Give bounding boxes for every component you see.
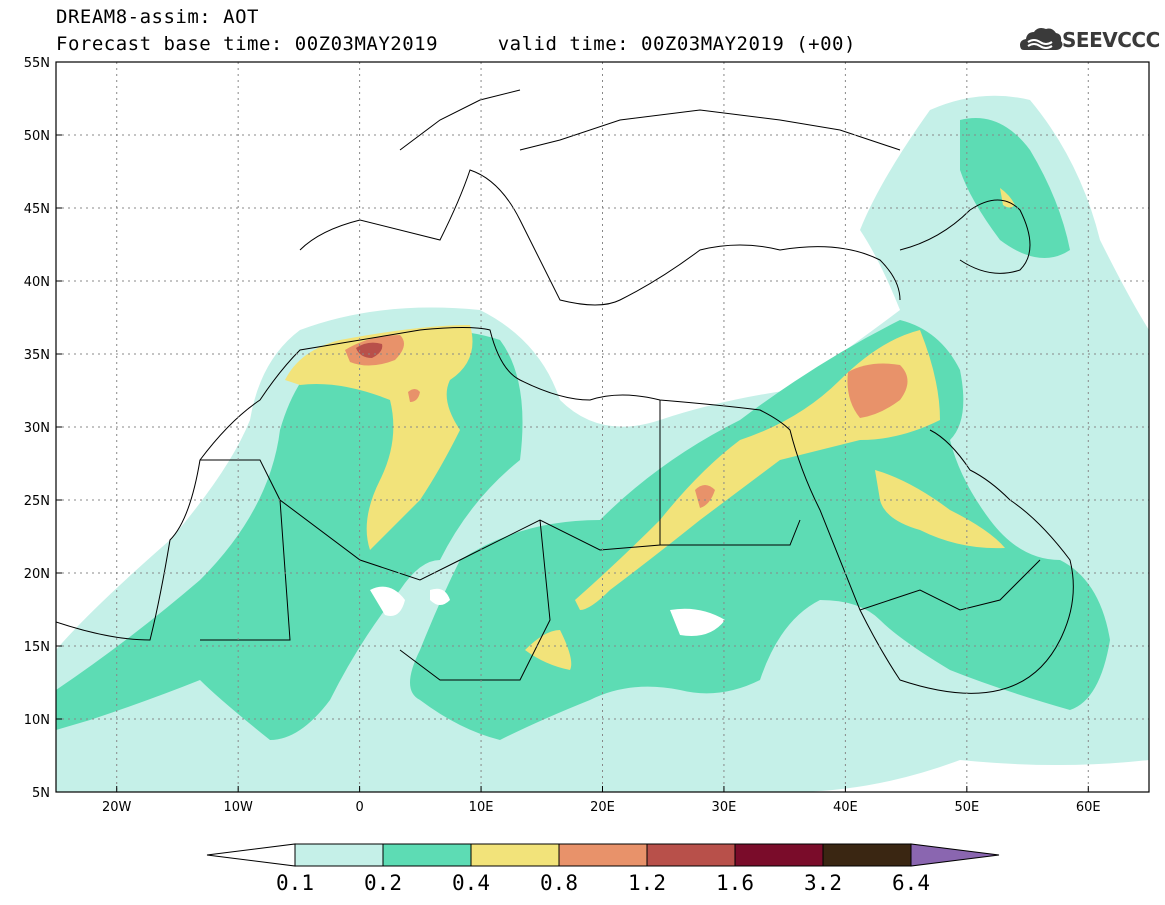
lat-tick-label: 40N [24, 275, 50, 290]
lon-tick-label: 20W [102, 800, 132, 815]
clean-air-area [370, 586, 725, 636]
lat-tick-label: 35N [24, 348, 50, 363]
colorbar-label: 0.2 [364, 871, 402, 895]
colorbar-swatch [294, 843, 384, 867]
cloud-icon [1020, 28, 1063, 50]
aot-level-0.4 [285, 188, 1015, 670]
lat-tick-label: 55N [24, 56, 50, 71]
lon-tick-label: 60E [1076, 800, 1101, 815]
lon-tick-label: 10W [223, 800, 253, 815]
colorbar-label: 1.2 [628, 871, 666, 895]
latitude-axis: 55N 50N 45N 40N 35N 30N 25N 20N 15N 10N 5N [24, 56, 62, 801]
lon-tick-label: 30E [712, 800, 737, 815]
aot-field [56, 95, 1149, 792]
lat-tick-label: 30N [24, 421, 50, 436]
colorbar-label: 1.6 [716, 871, 754, 895]
forecast-time-line: Forecast base time: 00Z03MAY2019 valid t… [56, 33, 856, 55]
colorbar-label: 3.2 [804, 871, 842, 895]
lon-tick-label: 10E [469, 800, 494, 815]
colorbar-under [206, 843, 296, 867]
colorbar-label: 0.8 [540, 871, 578, 895]
colorbar-swatch [822, 843, 912, 867]
lat-tick-label: 50N [24, 129, 50, 144]
colorbar-label: 0.1 [276, 871, 314, 895]
lat-tick-label: 25N [24, 494, 50, 509]
coastline [56, 89, 1074, 694]
colorbar-swatch [382, 843, 472, 867]
colorbar-swatch [558, 843, 648, 867]
colorbar-swatch [646, 843, 736, 867]
colorbar-label: 0.4 [452, 871, 490, 895]
lat-tick-label: 15N [24, 640, 50, 655]
lat-tick-label: 5N [32, 786, 50, 801]
colorbar-labels: 0.1 0.2 0.4 0.8 1.2 1.6 3.2 6.4 [276, 871, 930, 895]
colorbar-over [910, 843, 1000, 867]
colorbar-swatch [470, 843, 560, 867]
colorbar [206, 843, 1000, 867]
lon-tick-label: 40E [833, 800, 858, 815]
logo-text: SEEVCCC [1062, 28, 1160, 52]
lon-tick-label: 50E [954, 800, 979, 815]
map-title: DREAM8-assim: AOT [56, 6, 259, 28]
lon-tick-label: 20E [590, 800, 615, 815]
lon-tick-label: 0 [355, 800, 363, 815]
lat-tick-label: 20N [24, 567, 50, 582]
colorbar-label: 6.4 [892, 871, 930, 895]
lat-tick-label: 45N [24, 202, 50, 217]
colorbar-swatch [734, 843, 824, 867]
lat-tick-label: 10N [24, 713, 50, 728]
longitude-axis: 20W 10W 0 10E 20E 30E 40E 50E 60E [102, 786, 1101, 815]
graticule [56, 62, 1149, 792]
